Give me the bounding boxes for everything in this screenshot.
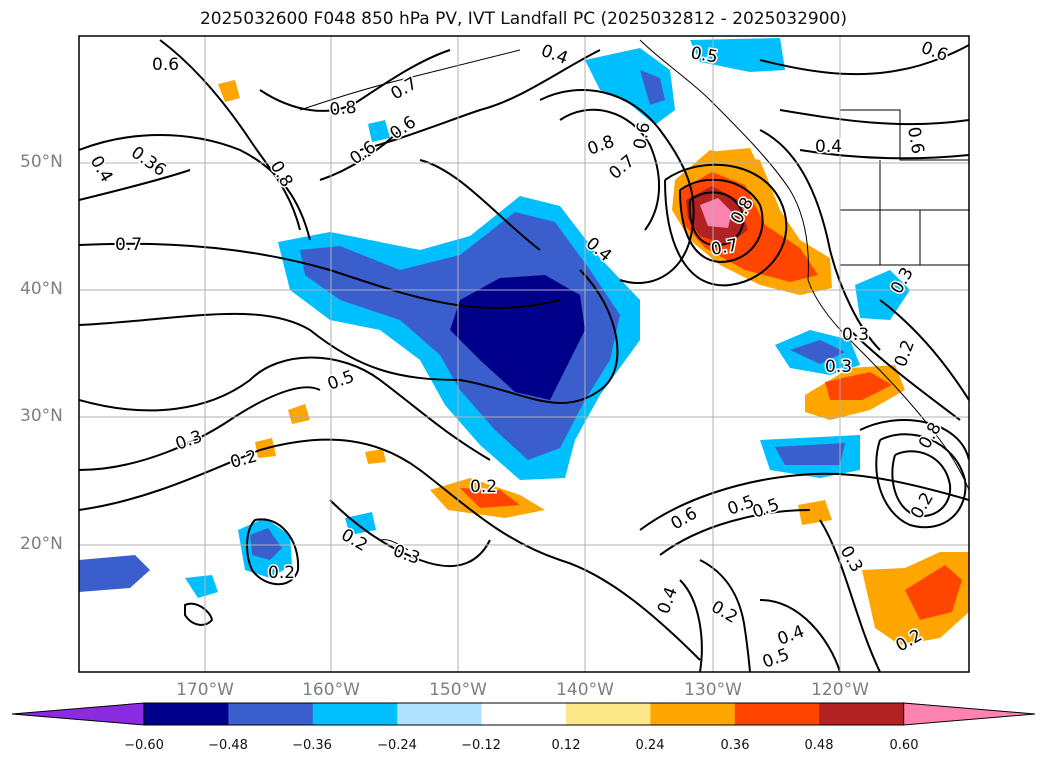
positive-region-central-south-inner	[460, 488, 520, 508]
colorbar-segment	[481, 703, 567, 725]
positive-region-mexico-inner	[905, 565, 962, 620]
shading-layer	[79, 38, 969, 672]
negative-region-sw-small	[185, 575, 218, 598]
contour-label: 0.6	[152, 55, 179, 75]
contour-label: 0.6	[346, 137, 380, 169]
coastlines	[299, 39, 969, 551]
contour-label: 0.4	[86, 153, 117, 186]
colorbar	[11, 702, 1036, 726]
contour-label: 0.2	[891, 337, 919, 369]
colorbar-tick-label: 0.12	[551, 738, 581, 753]
positive-region-socal-inner	[825, 372, 892, 400]
contour-label: 0.6	[668, 503, 701, 534]
map-frame	[78, 35, 970, 673]
negative-region-subtropic-inner	[775, 443, 845, 465]
lat-label-20: 20°N	[20, 534, 63, 554]
colorbar-segment	[819, 703, 905, 725]
contour-label: 0.4	[538, 41, 570, 69]
colorbar-segment	[397, 703, 483, 725]
contour-label: 0.2	[228, 447, 259, 473]
colorbar-outline	[143, 702, 905, 726]
positive-region-small-6	[708, 148, 760, 172]
positive-region-small-5	[798, 500, 832, 525]
colorbar-tick-label: −0.24	[377, 738, 417, 753]
positive-region-pnw-core	[700, 198, 732, 228]
contour-label: 0.5	[760, 645, 792, 673]
colorbar-extend-low	[11, 702, 145, 726]
negative-region-alaska	[585, 48, 675, 125]
lat-label-50: 50°N	[20, 152, 63, 172]
colorbar-segment	[312, 703, 398, 725]
contour-label: 0.4	[815, 137, 842, 157]
colorbar-segment	[734, 703, 820, 725]
colorbar-segment	[650, 703, 736, 725]
contour-label: 0.8	[585, 132, 617, 160]
negative-region-west	[79, 555, 150, 592]
negative-region-alaska-inner	[640, 70, 665, 105]
colorbar-segment	[228, 703, 314, 725]
contour-label: 0.2	[268, 563, 295, 583]
lat-label-40: 40°N	[20, 279, 63, 299]
colorbar-tick-label: 0.24	[635, 738, 665, 753]
negative-region-sw-us	[855, 270, 910, 320]
contour-label: 0.36	[127, 143, 169, 181]
contour-label: 0.3	[825, 357, 852, 377]
contour-label: 0.8	[915, 419, 946, 452]
contour-label: 0.6	[903, 125, 927, 155]
colorbar-segment	[144, 703, 229, 725]
contour-label: 0.2	[470, 477, 497, 497]
negative-region-central-core	[450, 275, 585, 400]
contour-label: 0.5	[325, 367, 357, 395]
positive-region-small-3	[288, 404, 310, 424]
colorbar-segment	[566, 703, 651, 725]
colorbar-tick-label: −0.12	[461, 738, 501, 753]
negative-region-sw-inner	[250, 528, 282, 560]
colorbar-tick-label: −0.60	[124, 738, 164, 753]
positive-region-small-4	[365, 449, 386, 464]
colorbar-tick-label: −0.36	[292, 738, 332, 753]
lon-label-130w: 130°W	[684, 680, 742, 700]
contour-label: 0.2	[907, 489, 938, 522]
contour-label: 0.6	[630, 121, 654, 151]
colorbar-tick-label: −0.48	[208, 738, 248, 753]
lon-label-150w: 150°W	[429, 680, 487, 700]
contour-label: 0.3	[842, 325, 869, 345]
lon-label-120w: 120°W	[811, 680, 869, 700]
negative-region-ne	[690, 38, 785, 72]
lon-label-170w: 170°W	[176, 680, 234, 700]
contour-label: 0.4	[775, 622, 807, 650]
lon-label-160w: 160°W	[302, 680, 360, 700]
contour-label: 0.3	[173, 427, 205, 455]
contour-label: 0.5	[689, 43, 719, 67]
contour-label: 0.7	[115, 235, 142, 255]
lon-label-140w: 140°W	[556, 680, 614, 700]
positive-region-small-1	[218, 80, 240, 102]
contour-label: 0.7	[709, 236, 739, 260]
contour-label: 0.8	[329, 98, 358, 120]
gridlines	[79, 36, 969, 672]
map-title: 2025032600 F048 850 hPa PV, IVT Landfall…	[199, 9, 847, 29]
colorbar-tick-label: 0.60	[889, 738, 919, 753]
pv-contours	[79, 39, 969, 672]
negative-region-baja-north-inner	[790, 340, 845, 364]
colorbar-tick-label: 0.48	[804, 738, 834, 753]
negative-region-hawaii	[345, 512, 376, 535]
contour-label: 0.7	[605, 151, 639, 184]
contour-label: 0.6	[918, 38, 950, 66]
lat-label-30: 30°N	[20, 406, 63, 426]
colorbar-tick-label: 0.36	[720, 738, 750, 753]
contour-label: 0.4	[654, 584, 682, 616]
negative-region-pnw-small	[368, 120, 390, 142]
colorbar-extend-high	[903, 702, 1036, 726]
